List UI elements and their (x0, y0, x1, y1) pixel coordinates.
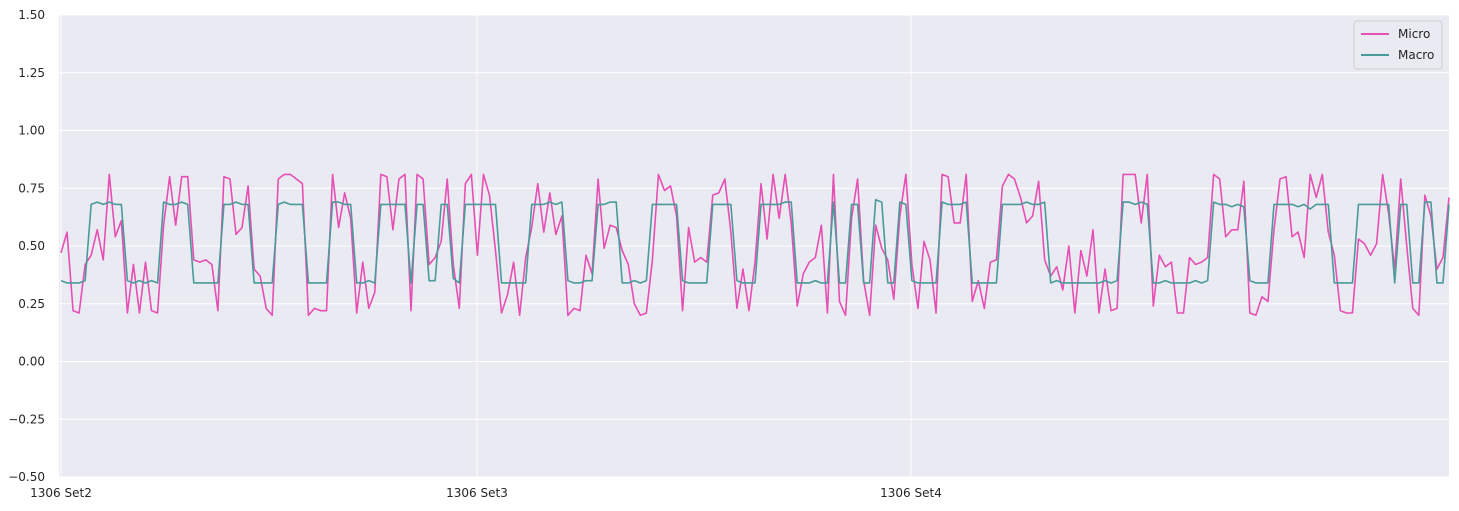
series-lines (60, 173, 1450, 317)
legend: Micro Macro (1353, 20, 1443, 70)
y-tick-label: 0.75 (18, 181, 45, 195)
x-axis: 1306 Set2 1306 Set3 1306 Set4 (30, 486, 942, 500)
x-tick-label: 1306 Set4 (880, 486, 942, 500)
y-tick-label: 1.00 (18, 124, 45, 138)
y-tick-label: 0.25 (18, 297, 45, 311)
series-line-micro (60, 173, 1450, 317)
y-tick-label: 0.50 (18, 239, 45, 253)
y-tick-label: −0.50 (8, 470, 45, 484)
y-tick-label: 1.50 (18, 8, 45, 22)
y-axis: −0.50 −0.25 0.00 0.25 0.50 0.75 1.00 1.25 1.50 (8, 8, 45, 484)
x-tick-label: 1306 Set2 (30, 486, 92, 500)
y-tick-label: −0.25 (8, 412, 45, 426)
legend-label-micro: Micro (1398, 27, 1430, 41)
x-tick-label: 1306 Set3 (446, 486, 508, 500)
y-tick-label: 0.00 (18, 355, 45, 369)
y-tick-label: 1.25 (18, 66, 45, 80)
series-line-macro (60, 199, 1450, 284)
legend-label-macro: Macro (1398, 48, 1434, 62)
